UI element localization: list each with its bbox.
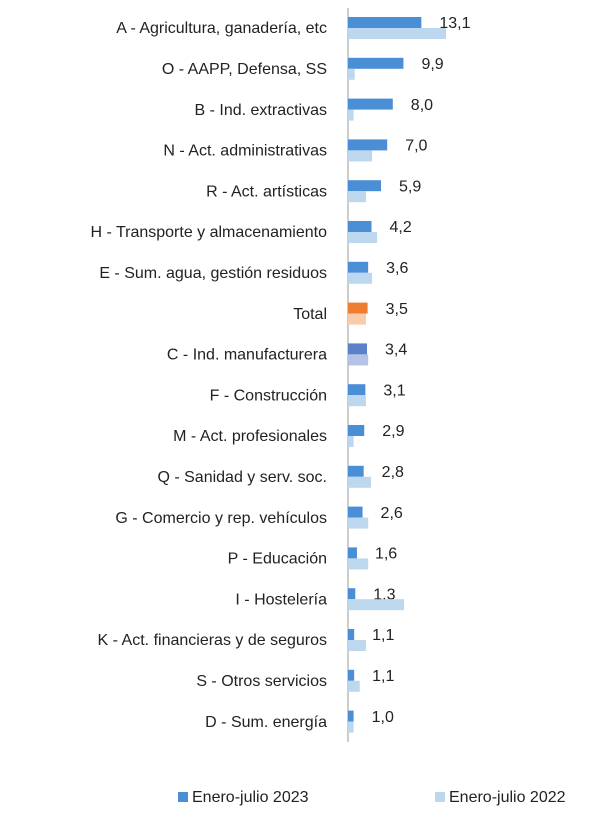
data-label: 3,1 [383, 382, 405, 399]
category-label: E - Sum. agua, gestión residuos [99, 265, 327, 282]
bar [348, 506, 363, 518]
bar [348, 599, 404, 611]
legend-label: Enero-julio 2023 [192, 789, 309, 806]
category-label: G - Comercio y rep. vehículos [115, 510, 327, 527]
bar [348, 232, 378, 243]
bar [348, 588, 356, 600]
bar [348, 547, 357, 559]
bar [348, 640, 366, 651]
data-label: 13,1 [439, 15, 470, 32]
data-label: 2,8 [382, 464, 404, 481]
bar [348, 558, 369, 570]
data-label: 3,6 [386, 260, 408, 277]
bar [348, 221, 372, 232]
bar [348, 68, 355, 80]
bar [348, 57, 404, 69]
bar [348, 139, 388, 151]
category-label: H - Transporte y almacenamiento [90, 224, 327, 241]
category-label: F - Construcción [210, 387, 327, 404]
data-label: 1,0 [372, 709, 394, 726]
legend-swatch [178, 792, 188, 802]
data-label: 1,6 [375, 546, 397, 563]
category-label: I - Hostelería [235, 591, 327, 608]
data-label: 4,2 [390, 219, 412, 236]
bar [348, 28, 446, 39]
bar [348, 710, 354, 722]
category-label: Total [293, 306, 327, 323]
bar [348, 261, 369, 273]
category-label: K - Act. financieras y de seguros [98, 632, 327, 649]
data-label: 9,9 [421, 56, 443, 73]
category-label: S - Otros servicios [196, 673, 327, 690]
category-label: R - Act. artísticas [206, 183, 327, 200]
data-label: 7,0 [405, 138, 427, 155]
bar [348, 465, 364, 477]
bar [348, 680, 360, 692]
data-label: 1,1 [372, 627, 394, 644]
category-label: A - Agricultura, ganadería, etc [116, 20, 327, 37]
category-label: O - AAPP, Defensa, SS [162, 61, 327, 78]
data-label: 3,5 [386, 301, 408, 318]
bar [348, 425, 365, 436]
category-label: N - Act. administrativas [163, 143, 327, 160]
bar [348, 476, 371, 488]
category-label: C - Ind. manufacturera [167, 347, 327, 364]
bar [348, 354, 369, 366]
category-label: M - Act. profesionales [173, 428, 327, 445]
bar [348, 109, 354, 121]
data-label: 1,1 [372, 668, 394, 685]
bar [348, 629, 355, 640]
bar [348, 517, 369, 529]
data-label: 1,3 [373, 586, 395, 603]
category-label: B - Ind. extractivas [195, 102, 328, 119]
category-label: P - Educación [228, 551, 327, 568]
data-label: 2,6 [381, 505, 403, 522]
bar [348, 150, 373, 162]
bar [348, 191, 366, 203]
bar [348, 98, 393, 110]
bar [348, 395, 366, 407]
category-label: Q - Sanidad y serv. soc. [157, 469, 327, 486]
bar [348, 302, 368, 314]
data-label: 8,0 [411, 97, 433, 114]
bar [348, 669, 355, 681]
bar [348, 17, 422, 28]
data-label: 3,4 [385, 342, 407, 359]
legend-label: Enero-julio 2022 [449, 789, 566, 806]
data-label: 2,9 [382, 423, 404, 440]
bar [348, 313, 366, 325]
bar [348, 384, 366, 396]
legend-swatch [435, 792, 445, 802]
category-label: D - Sum. energía [205, 714, 327, 731]
bar [348, 180, 382, 192]
bar [348, 272, 373, 284]
data-label: 5,9 [399, 178, 421, 195]
bar [348, 721, 354, 733]
bar [348, 343, 368, 355]
bar [348, 436, 354, 447]
